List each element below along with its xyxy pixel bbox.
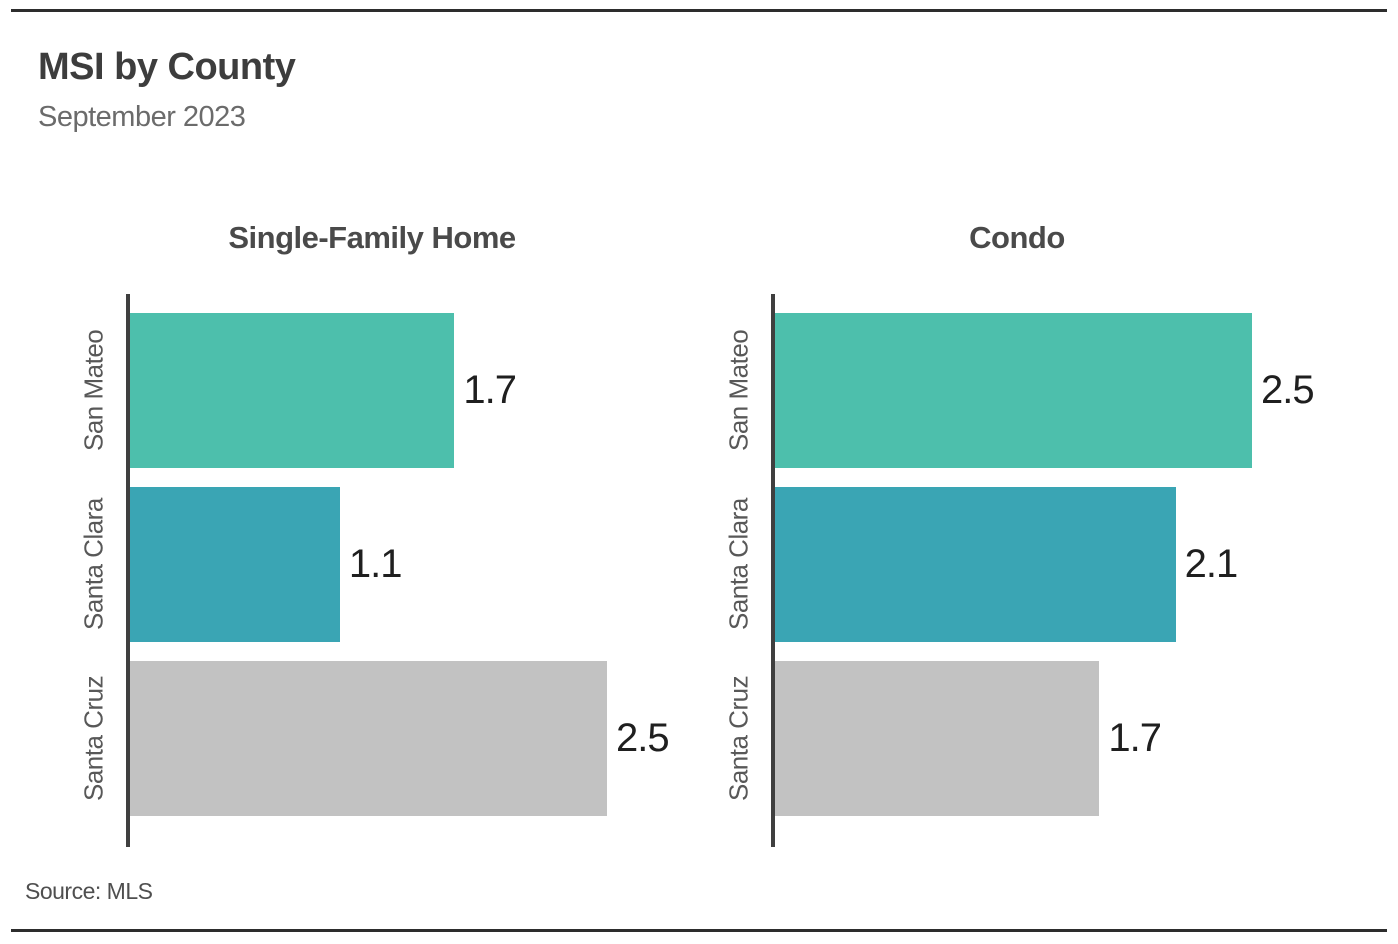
bar-san-mateo: [775, 313, 1252, 468]
bar-santa-clara: [130, 487, 340, 642]
category-label: San Mateo: [723, 329, 754, 452]
bar-row: Santa Clara 1.1: [79, 487, 686, 642]
page-title: MSI by County: [38, 46, 296, 88]
category-label: Santa Clara: [78, 498, 109, 631]
source-note: Source: MLS: [25, 878, 153, 904]
bar-santa-cruz: [130, 661, 607, 816]
bar-row: San Mateo 1.7: [79, 313, 686, 468]
bar-value-label: 2.1: [1184, 542, 1239, 586]
category-label: Santa Cruz: [723, 675, 754, 802]
bar-chart-single-family: San Mateo 1.7 Santa Clara 1.1 Santa Cruz 2.5: [79, 294, 686, 847]
category-label: San Mateo: [78, 329, 109, 452]
bar-value-label: 1.7: [1108, 716, 1162, 760]
page-subtitle: September 2023: [38, 101, 246, 133]
top-rule: [11, 9, 1387, 12]
chart-panel-condo: Condo San Mateo 2.5 Santa Clara 2.1 Santa Cr…: [724, 220, 1331, 847]
bar-value-label: 2.5: [616, 716, 670, 760]
bar-row: Santa Clara 2.1: [724, 487, 1331, 642]
chart-title-single-family: Single-Family Home: [228, 220, 516, 255]
bar-chart-condo: San Mateo 2.5 Santa Clara 2.1 Santa Cruz 1.7: [724, 294, 1331, 847]
bar-value-label: 1.7: [463, 368, 517, 412]
category-label: Santa Cruz: [78, 675, 109, 802]
chart-header: MSI by County September 2023: [38, 46, 296, 134]
bar-santa-clara: [775, 487, 1176, 642]
bar-row: Santa Cruz 1.7: [724, 661, 1331, 816]
bar-santa-cruz: [775, 661, 1100, 816]
bar-row: Santa Cruz 2.5: [79, 661, 686, 816]
bar-value-label: 2.5: [1261, 368, 1315, 412]
chart-title-condo: Condo: [969, 220, 1065, 255]
bar-value-label: 1.1: [348, 542, 403, 586]
category-label: Santa Clara: [723, 498, 754, 631]
bar-san-mateo: [130, 313, 455, 468]
bottom-rule: [11, 929, 1387, 932]
chart-panel-single-family: Single-Family Home San Mateo 1.7 Santa Cla…: [79, 220, 686, 847]
bar-row: San Mateo 2.5: [724, 313, 1331, 468]
